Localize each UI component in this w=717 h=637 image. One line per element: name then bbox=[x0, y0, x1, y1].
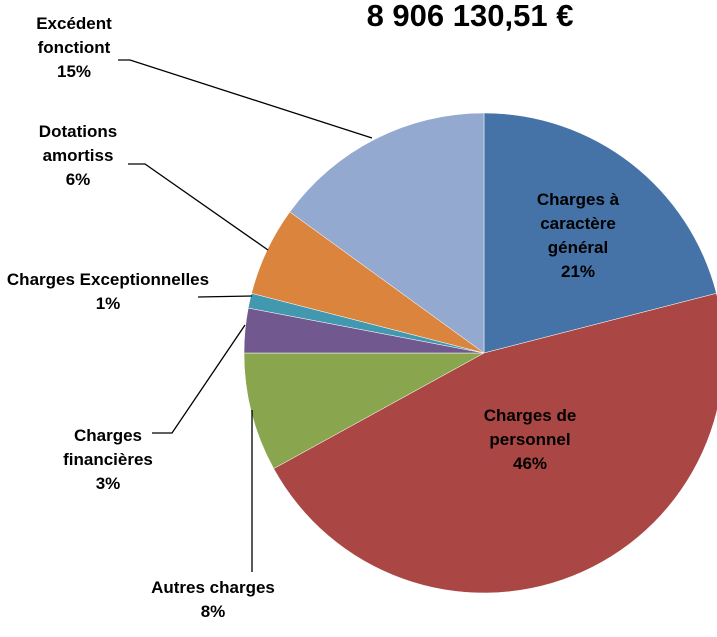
category-label: Charges financières bbox=[63, 426, 153, 469]
category-label: Excédent fonctiont bbox=[36, 14, 112, 57]
category-label: Autres charges bbox=[151, 578, 275, 597]
percent-label: 6% bbox=[65, 170, 91, 189]
slice-label: Dotations amortiss 6% bbox=[13, 120, 143, 192]
percent-label: 8% bbox=[200, 602, 226, 621]
percent-label: 46% bbox=[512, 454, 548, 473]
percent-label: 1% bbox=[95, 294, 121, 313]
leader-lines bbox=[118, 59, 373, 572]
pie-slice bbox=[289, 112, 485, 354]
slice-label: Autres charges 8% bbox=[123, 576, 303, 624]
slice-label: Charges à caractère général 21% bbox=[518, 188, 638, 284]
percent-label: 21% bbox=[560, 262, 596, 281]
category-label: Dotations amortiss bbox=[38, 122, 118, 165]
slice-label: Charges financières 3% bbox=[43, 424, 173, 496]
pie-slice bbox=[483, 112, 717, 354]
pie-slice bbox=[273, 293, 717, 594]
slice-label: Charges Exceptionnelles 1% bbox=[3, 268, 213, 316]
leader-line bbox=[152, 324, 246, 434]
slice-label: Excédent fonctiont 15% bbox=[19, 12, 129, 84]
leader-line bbox=[118, 59, 373, 139]
slice-label: Charges de personnel 46% bbox=[465, 404, 595, 476]
percent-label: 15% bbox=[56, 62, 92, 81]
category-label: Charges à caractère général bbox=[536, 190, 620, 257]
category-label: Charges Exceptionnelles bbox=[6, 270, 210, 289]
percent-label: 3% bbox=[95, 474, 121, 493]
leader-line bbox=[197, 295, 253, 298]
chart-title: 8 906 130,51 € bbox=[366, 0, 574, 33]
leader-line bbox=[128, 163, 269, 251]
category-label: Charges de personnel bbox=[483, 406, 577, 449]
